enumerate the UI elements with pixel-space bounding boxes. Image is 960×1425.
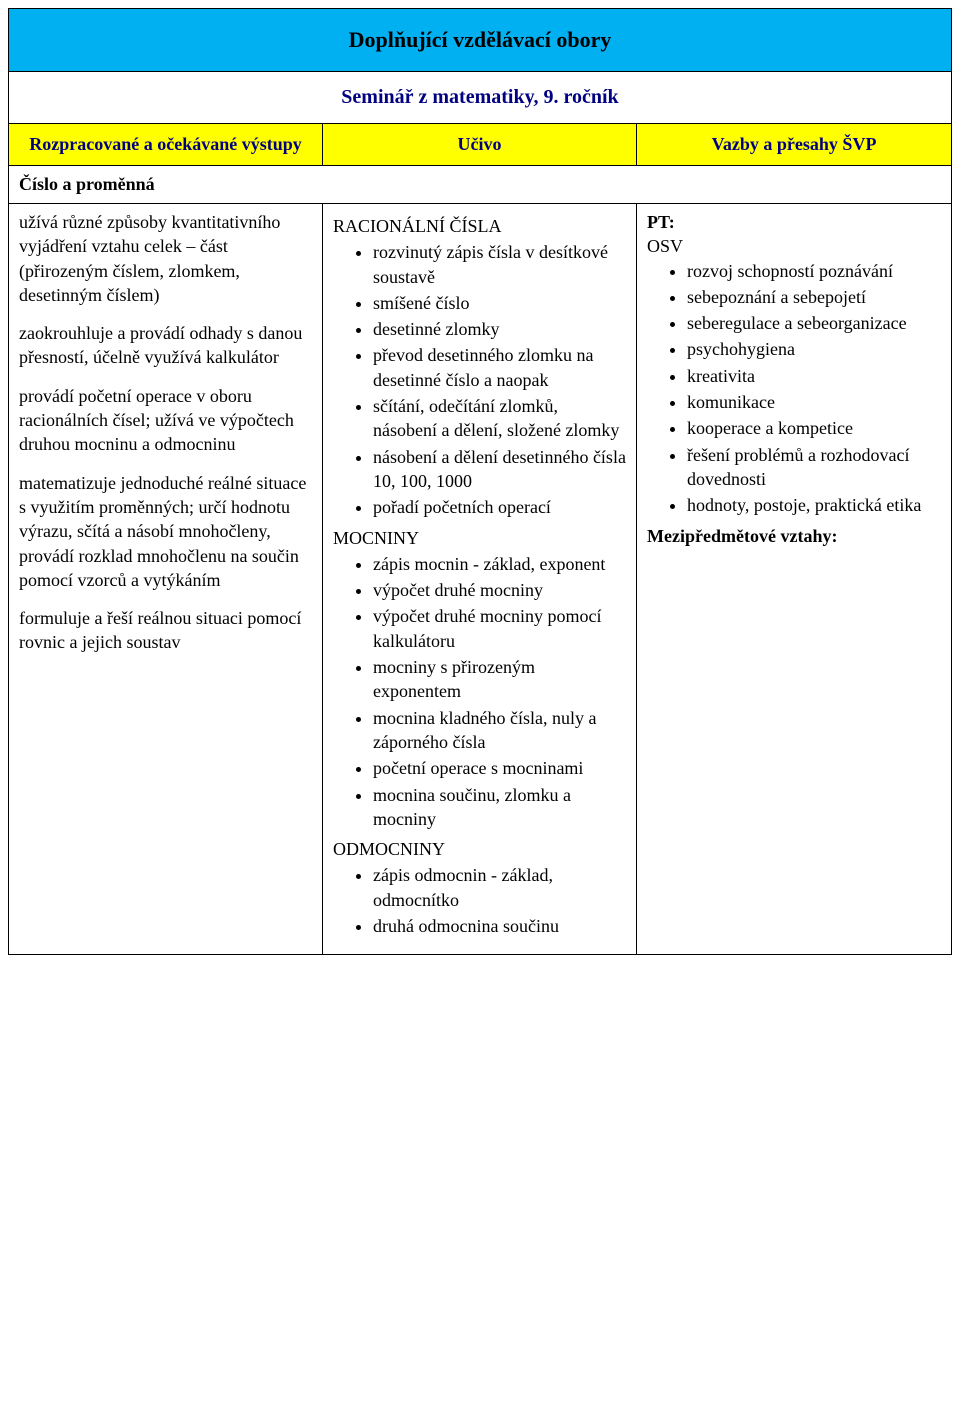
osv-item: rozvoj schopností poznávání bbox=[687, 259, 941, 283]
osv-list: rozvoj schopností poznávánísebepoznání a… bbox=[647, 259, 941, 518]
mezipredmetove-label: Mezipředmětové vztahy: bbox=[647, 524, 941, 548]
outcome-paragraph: matematizuje jednoduché reálné situace s… bbox=[19, 471, 312, 592]
outcome-paragraph: provádí početní operace v oboru racionál… bbox=[19, 384, 312, 457]
curriculum-item: převod desetinného zlomku na desetinné č… bbox=[373, 343, 626, 392]
subtitle-row: Seminář z matematiky, 9. ročník bbox=[9, 72, 952, 124]
curriculum-item: mocnina kladného čísla, nuly a záporného… bbox=[373, 706, 626, 755]
osv-item: seberegulace a sebeorganizace bbox=[687, 311, 941, 335]
osv-item: hodnoty, postoje, praktická etika bbox=[687, 493, 941, 517]
section-title: Číslo a proměnná bbox=[9, 166, 952, 204]
links-cell: PT:OSVrozvoj schopností poznávánísebepoz… bbox=[637, 204, 952, 955]
curriculum-group-title: ODMOCNINY bbox=[333, 837, 626, 861]
curriculum-item: výpočet druhé mocniny bbox=[373, 578, 626, 602]
curriculum-list: rozvinutý zápis čísla v desítkové sousta… bbox=[333, 240, 626, 519]
curriculum-item: sčítání, odečítání zlomků, násobení a dě… bbox=[373, 394, 626, 443]
curriculum-group-title: RACIONÁLNÍ ČÍSLA bbox=[333, 214, 626, 238]
outcome-paragraph: formuluje a řeší reálnou situaci pomocí … bbox=[19, 606, 312, 655]
outcome-paragraph: užívá různé způsoby kvantitativního vyjá… bbox=[19, 210, 312, 307]
curriculum-item: rozvinutý zápis čísla v desítkové sousta… bbox=[373, 240, 626, 289]
section-row: Číslo a proměnná bbox=[9, 166, 952, 204]
curriculum-item: druhá odmocnina součinu bbox=[373, 914, 626, 938]
page-title: Doplňující vzdělávací obory bbox=[9, 9, 952, 72]
column-headers: Rozpracované a očekávané výstupy Učivo V… bbox=[9, 124, 952, 166]
osv-item: kreativita bbox=[687, 364, 941, 388]
curriculum-list: zápis odmocnin - základ, odmocnítkodruhá… bbox=[333, 863, 626, 938]
osv-item: psychohygiena bbox=[687, 337, 941, 361]
curriculum-item: výpočet druhé mocniny pomocí kalkulátoru bbox=[373, 604, 626, 653]
osv-label: OSV bbox=[647, 234, 941, 258]
header-mid: Učivo bbox=[323, 124, 637, 166]
osv-item: sebepoznání a sebepojetí bbox=[687, 285, 941, 309]
pt-label: PT: bbox=[647, 210, 941, 234]
content-row: užívá různé způsoby kvantitativního vyjá… bbox=[9, 204, 952, 955]
header-right: Vazby a přesahy ŠVP bbox=[637, 124, 952, 166]
curriculum-item: desetinné zlomky bbox=[373, 317, 626, 341]
curriculum-item: zápis mocnin - základ, exponent bbox=[373, 552, 626, 576]
curriculum-list: zápis mocnin - základ, exponentvýpočet d… bbox=[333, 552, 626, 831]
osv-item: kooperace a kompetice bbox=[687, 416, 941, 440]
title-row: Doplňující vzdělávací obory bbox=[9, 9, 952, 72]
curriculum-item: zápis odmocnin - základ, odmocnítko bbox=[373, 863, 626, 912]
header-left: Rozpracované a očekávané výstupy bbox=[9, 124, 323, 166]
curriculum-table: Doplňující vzdělávací obory Seminář z ma… bbox=[8, 8, 952, 955]
page-subtitle: Seminář z matematiky, 9. ročník bbox=[9, 72, 952, 124]
osv-item: komunikace bbox=[687, 390, 941, 414]
curriculum-group-title: MOCNINY bbox=[333, 526, 626, 550]
curriculum-cell: RACIONÁLNÍ ČÍSLArozvinutý zápis čísla v … bbox=[323, 204, 637, 955]
osv-item: řešení problémů a rozhodovací dovednosti bbox=[687, 443, 941, 492]
curriculum-item: mocnina součinu, zlomku a mocniny bbox=[373, 783, 626, 832]
outcomes-cell: užívá různé způsoby kvantitativního vyjá… bbox=[9, 204, 323, 955]
curriculum-item: násobení a dělení desetinného čísla 10, … bbox=[373, 445, 626, 494]
curriculum-item: mocniny s přirozeným exponentem bbox=[373, 655, 626, 704]
curriculum-item: pořadí početních operací bbox=[373, 495, 626, 519]
curriculum-item: početní operace s mocninami bbox=[373, 756, 626, 780]
curriculum-item: smíšené číslo bbox=[373, 291, 626, 315]
outcome-paragraph: zaokrouhluje a provádí odhady s danou př… bbox=[19, 321, 312, 370]
